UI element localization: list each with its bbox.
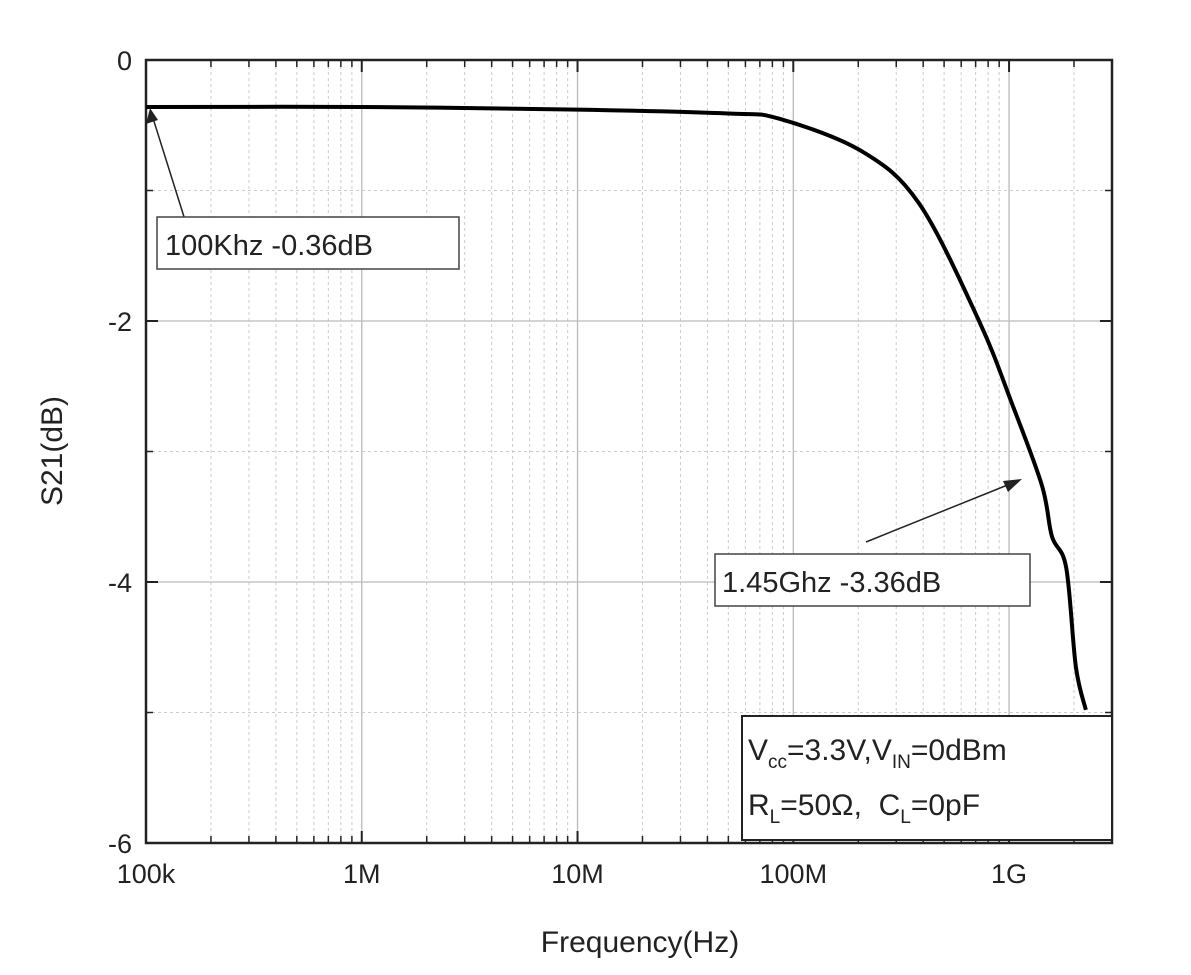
annotation-box-2	[714, 553, 1031, 607]
x-tick-label: 1M	[343, 859, 381, 889]
y-tick-label: 0	[117, 46, 132, 76]
x-tick-label: 100k	[117, 859, 176, 889]
conditions-line-1: Vcc=3.3V,VIN=0dBm	[748, 734, 1007, 773]
x-tick-label: 10M	[551, 859, 604, 889]
series-line-s21	[145, 104, 1088, 711]
annotation-arrow-1	[151, 114, 186, 221]
x-tick-label: 100M	[760, 859, 828, 889]
y-axis-label: S21(dB)	[36, 396, 69, 506]
y-tick-label: -6	[108, 829, 132, 859]
x-tick-label: 1G	[991, 859, 1027, 889]
x-axis-label: Frequency(Hz)	[541, 926, 739, 959]
y-tick-label: -4	[108, 568, 132, 598]
arrowhead-2	[1003, 479, 1022, 492]
conditions-line-2: RL=50Ω, CL=0pF	[748, 789, 980, 828]
arrowhead-1	[146, 108, 158, 124]
annotation-2: 1.45Ghz -3.36dB	[722, 567, 941, 599]
conditions-box	[741, 715, 1113, 841]
y-tick-label: -2	[108, 307, 132, 337]
annotation-arrow-2	[865, 481, 1016, 543]
annotation-1: 100Khz -0.36dB	[165, 230, 373, 262]
annotation-box-1	[156, 216, 460, 270]
